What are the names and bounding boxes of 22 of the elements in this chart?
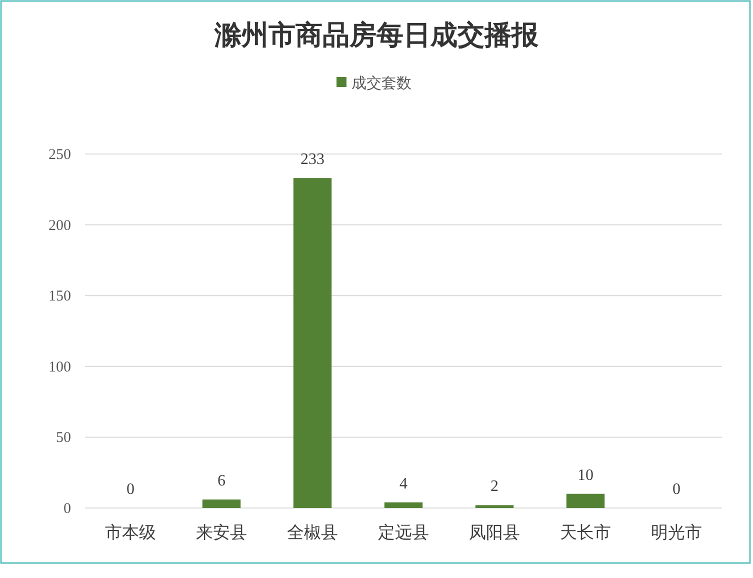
- y-tick-label: 250: [48, 147, 71, 163]
- y-tick-label: 100: [48, 359, 71, 376]
- x-tick-label: 明光市: [651, 523, 702, 543]
- x-tick-label: 市本级: [105, 523, 156, 543]
- data-label: 0: [672, 481, 680, 498]
- y-tick-label: 50: [56, 430, 71, 446]
- chart-title: 滁州市商品房每日成交播报: [214, 20, 540, 50]
- x-tick-label: 天长市: [560, 523, 611, 543]
- data-label: 6: [218, 472, 226, 490]
- data-label: 0: [126, 481, 134, 498]
- data-label: 233: [300, 151, 324, 168]
- x-tick-label: 定远县: [378, 523, 429, 543]
- data-label: 10: [578, 466, 594, 484]
- legend-label: 成交套数: [352, 74, 412, 92]
- y-tick-label: 150: [48, 288, 71, 305]
- data-label: 4: [400, 475, 408, 492]
- y-tick-label: 200: [48, 218, 71, 234]
- x-tick-label: 全椒县: [287, 523, 338, 543]
- x-tick-label: 来安县: [196, 523, 247, 543]
- x-tick-label: 凤阳县: [469, 523, 520, 543]
- data-label: 2: [490, 478, 498, 496]
- y-tick-label: 0: [64, 501, 71, 517]
